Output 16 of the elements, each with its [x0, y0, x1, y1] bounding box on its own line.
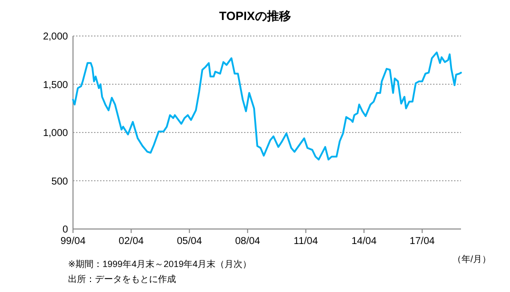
x-tick-label: 99/04	[60, 236, 86, 247]
chart-title: TOPIXの推移	[219, 9, 291, 23]
text: ※期間：1999年4月末～2019年4月末（月次）	[68, 259, 252, 269]
y-tick-label: 0	[62, 224, 68, 236]
x-axis-title: （年/月）	[452, 254, 491, 264]
x-tick-label: 11/04	[294, 236, 318, 247]
x-tick-label: 17/04	[410, 236, 436, 247]
x-tick-label: 14/04	[351, 236, 377, 247]
x-tick-label: 02/04	[118, 236, 144, 247]
x-tick-label: 05/04	[176, 236, 202, 247]
y-tick-label: 2,000	[42, 32, 68, 42]
x-tick-label: 08/04	[235, 236, 261, 247]
y-tick-label: 1,500	[42, 80, 68, 91]
text: 出所：データをもとに作成	[68, 274, 176, 284]
y-tick-label: 1,000	[42, 128, 68, 139]
y-tick-label: 500	[51, 176, 68, 188]
